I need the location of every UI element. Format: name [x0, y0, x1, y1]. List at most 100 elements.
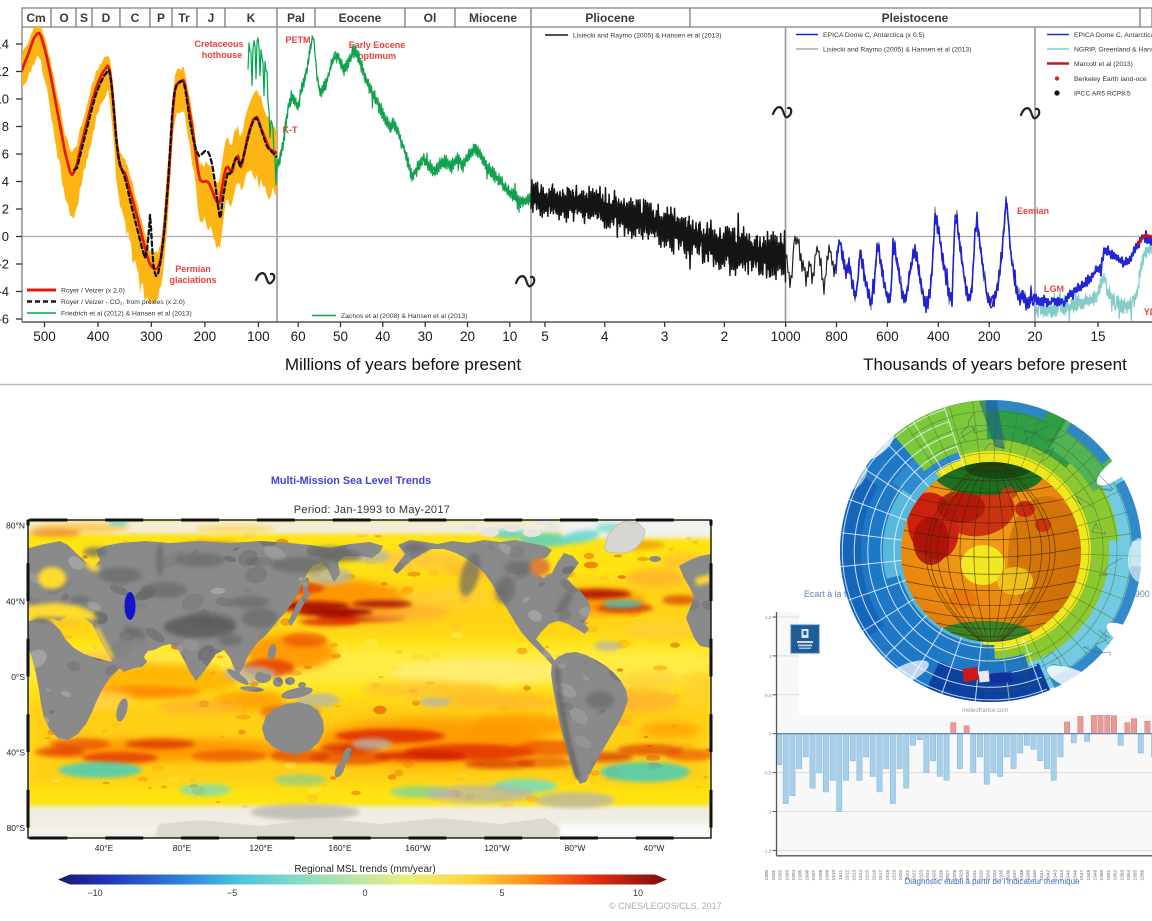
svg-text:−10: −10 [87, 888, 102, 898]
svg-text:800: 800 [825, 329, 848, 344]
svg-text:1914: 1914 [858, 869, 864, 880]
svg-text:1946: 1946 [1072, 869, 1078, 880]
svg-text:600: 600 [876, 329, 899, 344]
svg-text:1937: 1937 [1012, 869, 1018, 880]
svg-text:Eemian: Eemian [1017, 206, 1049, 216]
svg-text:D: D [102, 11, 111, 25]
svg-text:-4: -4 [0, 284, 9, 299]
svg-text:20: 20 [460, 329, 475, 344]
svg-text:1918: 1918 [885, 869, 891, 880]
svg-text:Tr: Tr [178, 11, 190, 25]
svg-text:1929: 1929 [959, 869, 965, 880]
svg-text:-1,5: -1,5 [763, 848, 772, 854]
svg-text:PETM: PETM [285, 35, 310, 45]
svg-text:1922: 1922 [912, 869, 918, 880]
svg-text:Eocene: Eocene [339, 11, 382, 25]
svg-text:160°E: 160°E [328, 843, 352, 853]
svg-text:40°E: 40°E [95, 843, 114, 853]
svg-text:LGM: LGM [1044, 284, 1064, 294]
svg-text:1953: 1953 [1119, 869, 1125, 880]
svg-text:Thousands of years before pres: Thousands of years before present [863, 355, 1127, 374]
svg-text:40°W: 40°W [644, 843, 665, 853]
svg-text:1941: 1941 [1039, 869, 1045, 880]
svg-text:80°N: 80°N [6, 521, 25, 531]
svg-text:1931: 1931 [972, 869, 978, 880]
svg-text:Regional MSL trends (mm/year): Regional MSL trends (mm/year) [294, 864, 435, 875]
svg-text:1952: 1952 [1113, 869, 1119, 880]
svg-text:K-T: K-T [283, 125, 298, 135]
svg-text:Cm: Cm [26, 11, 45, 25]
svg-text:4: 4 [2, 174, 9, 189]
svg-text:1934: 1934 [992, 869, 998, 880]
svg-text:1925: 1925 [932, 869, 938, 880]
svg-text:1933: 1933 [985, 869, 991, 880]
svg-text:1927: 1927 [945, 869, 951, 880]
svg-text:1000: 1000 [771, 329, 801, 344]
svg-text:80°S: 80°S [6, 823, 25, 833]
svg-text:1920: 1920 [898, 869, 904, 880]
svg-text:2: 2 [721, 329, 729, 344]
svg-text:1911: 1911 [838, 869, 844, 880]
svg-text:−5: −5 [227, 888, 237, 898]
svg-text:1926: 1926 [938, 869, 944, 880]
svg-text:1: 1 [769, 654, 772, 660]
svg-text:60: 60 [291, 329, 306, 344]
svg-text:0°S: 0°S [11, 672, 25, 682]
svg-text:1900 à 2016: 1900 à 2016 [1130, 589, 1152, 599]
svg-text:1916: 1916 [871, 869, 877, 880]
svg-text:Cretaceous: Cretaceous [194, 39, 243, 49]
svg-text:20: 20 [1027, 329, 1042, 344]
svg-text:160°W: 160°W [405, 843, 431, 853]
svg-text:1950: 1950 [1099, 869, 1105, 880]
svg-text:1955: 1955 [1133, 869, 1139, 880]
svg-text:1954: 1954 [1126, 869, 1132, 880]
svg-text:5: 5 [541, 329, 549, 344]
svg-text:4: 4 [601, 329, 609, 344]
svg-text:1936: 1936 [1005, 869, 1011, 880]
svg-text:hothouse: hothouse [202, 50, 243, 60]
svg-text:Miocene: Miocene [469, 11, 517, 25]
svg-text:15: 15 [1090, 329, 1105, 344]
svg-text:1944: 1944 [1059, 869, 1065, 880]
svg-text:1908: 1908 [818, 869, 824, 880]
svg-text:1930: 1930 [965, 869, 971, 880]
svg-text:1904: 1904 [791, 869, 797, 880]
svg-text:1928: 1928 [952, 869, 958, 880]
svg-text:1919: 1919 [892, 869, 898, 880]
svg-text:100: 100 [247, 329, 270, 344]
svg-text:Pal: Pal [287, 11, 305, 25]
svg-text:0: 0 [769, 732, 772, 738]
svg-text:1903: 1903 [784, 869, 790, 880]
svg-text:400: 400 [927, 329, 950, 344]
svg-text:Millions of years before prese: Millions of years before present [285, 355, 522, 374]
svg-text:12: 12 [0, 64, 9, 79]
svg-text:1915: 1915 [865, 869, 871, 880]
svg-text:IPCC AR5 RCP8.5: IPCC AR5 RCP8.5 [1074, 91, 1131, 98]
svg-text:meteofrance.com: meteofrance.com [962, 708, 1008, 714]
svg-text:Ol: Ol [424, 11, 437, 25]
svg-text:Lisiecki and Raymo (2005) & Ha: Lisiecki and Raymo (2005) & Hansen et al… [823, 47, 971, 54]
svg-text:-0,5: -0,5 [763, 771, 772, 777]
svg-text:Period: Jan-1993 to May-2017: Period: Jan-1993 to May-2017 [294, 504, 450, 516]
svg-text:-6: -6 [0, 312, 9, 327]
svg-text:1948: 1948 [1086, 869, 1092, 880]
svg-text:3: 3 [661, 329, 669, 344]
svg-text:14: 14 [0, 37, 9, 52]
svg-text:1921: 1921 [905, 869, 911, 880]
svg-text:Zachos et al (2008) & Hansen e: Zachos et al (2008) & Hansen et al (2013… [341, 313, 468, 320]
svg-text:Friedrich et al (2012) & Hanse: Friedrich et al (2012) & Hansen et al (2… [61, 311, 192, 318]
svg-text:40°S: 40°S [6, 748, 25, 758]
svg-text:200: 200 [194, 329, 217, 344]
svg-text:Royer / Veizer (x 2.0): Royer / Veizer (x 2.0) [61, 288, 125, 295]
svg-text:1,5: 1,5 [765, 615, 772, 621]
svg-text:1910: 1910 [831, 869, 837, 880]
svg-text:1943: 1943 [1052, 869, 1058, 880]
svg-text:80°E: 80°E [173, 843, 192, 853]
svg-text:1942: 1942 [1046, 869, 1052, 880]
svg-text:K: K [247, 11, 256, 25]
svg-text:Pliocene: Pliocene [585, 11, 635, 25]
svg-text:0,5: 0,5 [765, 693, 772, 699]
svg-text:1912: 1912 [845, 869, 851, 880]
svg-text:30: 30 [418, 329, 433, 344]
svg-text:300: 300 [140, 329, 163, 344]
